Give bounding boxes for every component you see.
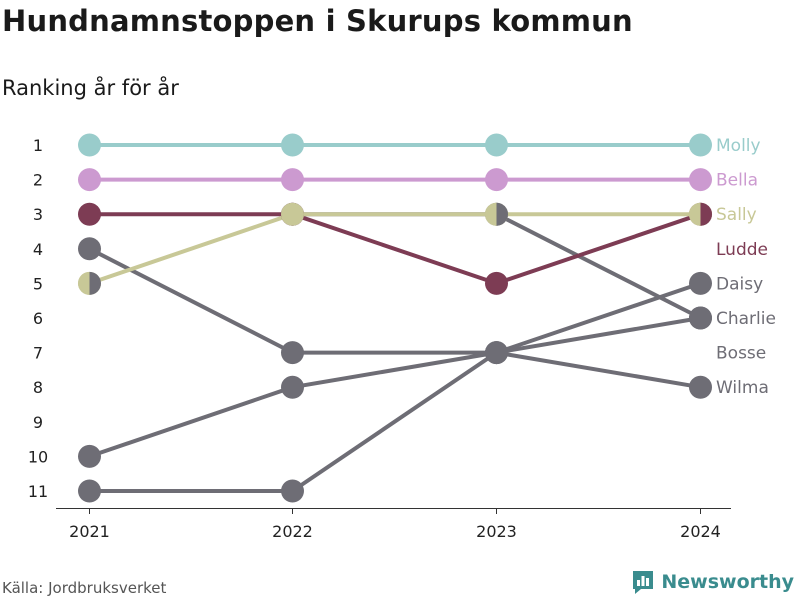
series-point-molly — [281, 133, 304, 157]
series-point-molly — [689, 133, 712, 157]
series-point-wilma — [485, 341, 508, 365]
series-line-wilma — [87, 385, 295, 459]
series-label-daisy: Daisy — [716, 274, 763, 294]
series-point-ludde — [78, 202, 101, 226]
source-note: Källa: Jordbruksverket — [2, 579, 167, 597]
series-point-molly — [78, 133, 101, 157]
bar-chart-logo-icon — [633, 571, 654, 594]
y-tick-label: 11 — [28, 482, 48, 501]
series-label-bella: Bella — [716, 171, 758, 191]
x-tick-label: 2021 — [69, 522, 110, 541]
shared-point-left-half — [485, 202, 497, 226]
series-point-wilma — [78, 444, 101, 468]
series-point-charlie — [78, 237, 101, 261]
series-label-molly: Molly — [716, 136, 761, 156]
series-point-molly — [485, 133, 508, 157]
series-line-sally — [87, 212, 295, 286]
y-tick-label: 2 — [33, 171, 43, 190]
x-tick-label: 2023 — [476, 522, 517, 541]
series-point-wilma — [281, 375, 304, 399]
shared-point-right-half — [496, 202, 508, 226]
series-label-ludde: Ludde — [716, 240, 768, 260]
shared-point-left-half — [689, 202, 701, 226]
shared-point-right-half — [700, 202, 712, 226]
series-point-bosse — [689, 306, 712, 330]
series-point-bella — [281, 168, 304, 192]
series-point-bella — [485, 168, 508, 192]
chart-title: Hundnamnstoppen i Skurups kommun — [2, 4, 633, 38]
series-label-charlie: Charlie — [716, 309, 776, 329]
chart-subtitle: Ranking år för år — [2, 76, 179, 100]
series-point-bella — [78, 168, 101, 192]
series-point-daisy — [281, 479, 304, 503]
series-line-bosse — [494, 212, 703, 320]
series-point-charlie — [281, 341, 304, 365]
y-tick-label: 3 — [33, 205, 43, 224]
y-tick-label: 6 — [33, 309, 43, 328]
y-tick-label: 7 — [33, 344, 43, 363]
series-line-wilma — [290, 350, 499, 390]
series-point-daisy — [689, 271, 712, 295]
y-tick-label: 8 — [33, 378, 43, 397]
series-line-daisy — [494, 281, 703, 355]
series-point-wilma — [689, 375, 712, 399]
series-line-ludde — [494, 212, 703, 286]
y-tick-label: 5 — [33, 274, 43, 293]
series-label-wilma: Wilma — [716, 378, 769, 398]
series-point-ludde — [485, 271, 508, 295]
y-tick-label: 4 — [33, 240, 43, 259]
series-point-bella — [689, 168, 712, 192]
shared-point-left-half — [78, 271, 90, 295]
series-point-sally — [281, 202, 304, 226]
series-line-daisy — [290, 350, 499, 493]
shared-point-right-half — [89, 271, 101, 295]
series-line-charlie — [494, 316, 703, 355]
series-point-daisy — [78, 479, 101, 503]
y-tick-label: 9 — [33, 413, 43, 432]
y-tick-label: 1 — [33, 136, 43, 155]
series-line-charlie — [87, 246, 295, 355]
series-line-wilma — [494, 350, 703, 390]
brand-name: Newsworthy — [661, 571, 794, 593]
series-label-bosse: Bosse — [716, 344, 766, 364]
series-label-sally: Sally — [716, 205, 757, 225]
brand-logo: Newsworthy — [631, 569, 794, 595]
x-tick-label: 2024 — [680, 522, 721, 541]
y-tick-label: 10 — [28, 447, 48, 466]
series-line-ludde — [290, 212, 499, 286]
x-tick-label: 2022 — [272, 522, 313, 541]
